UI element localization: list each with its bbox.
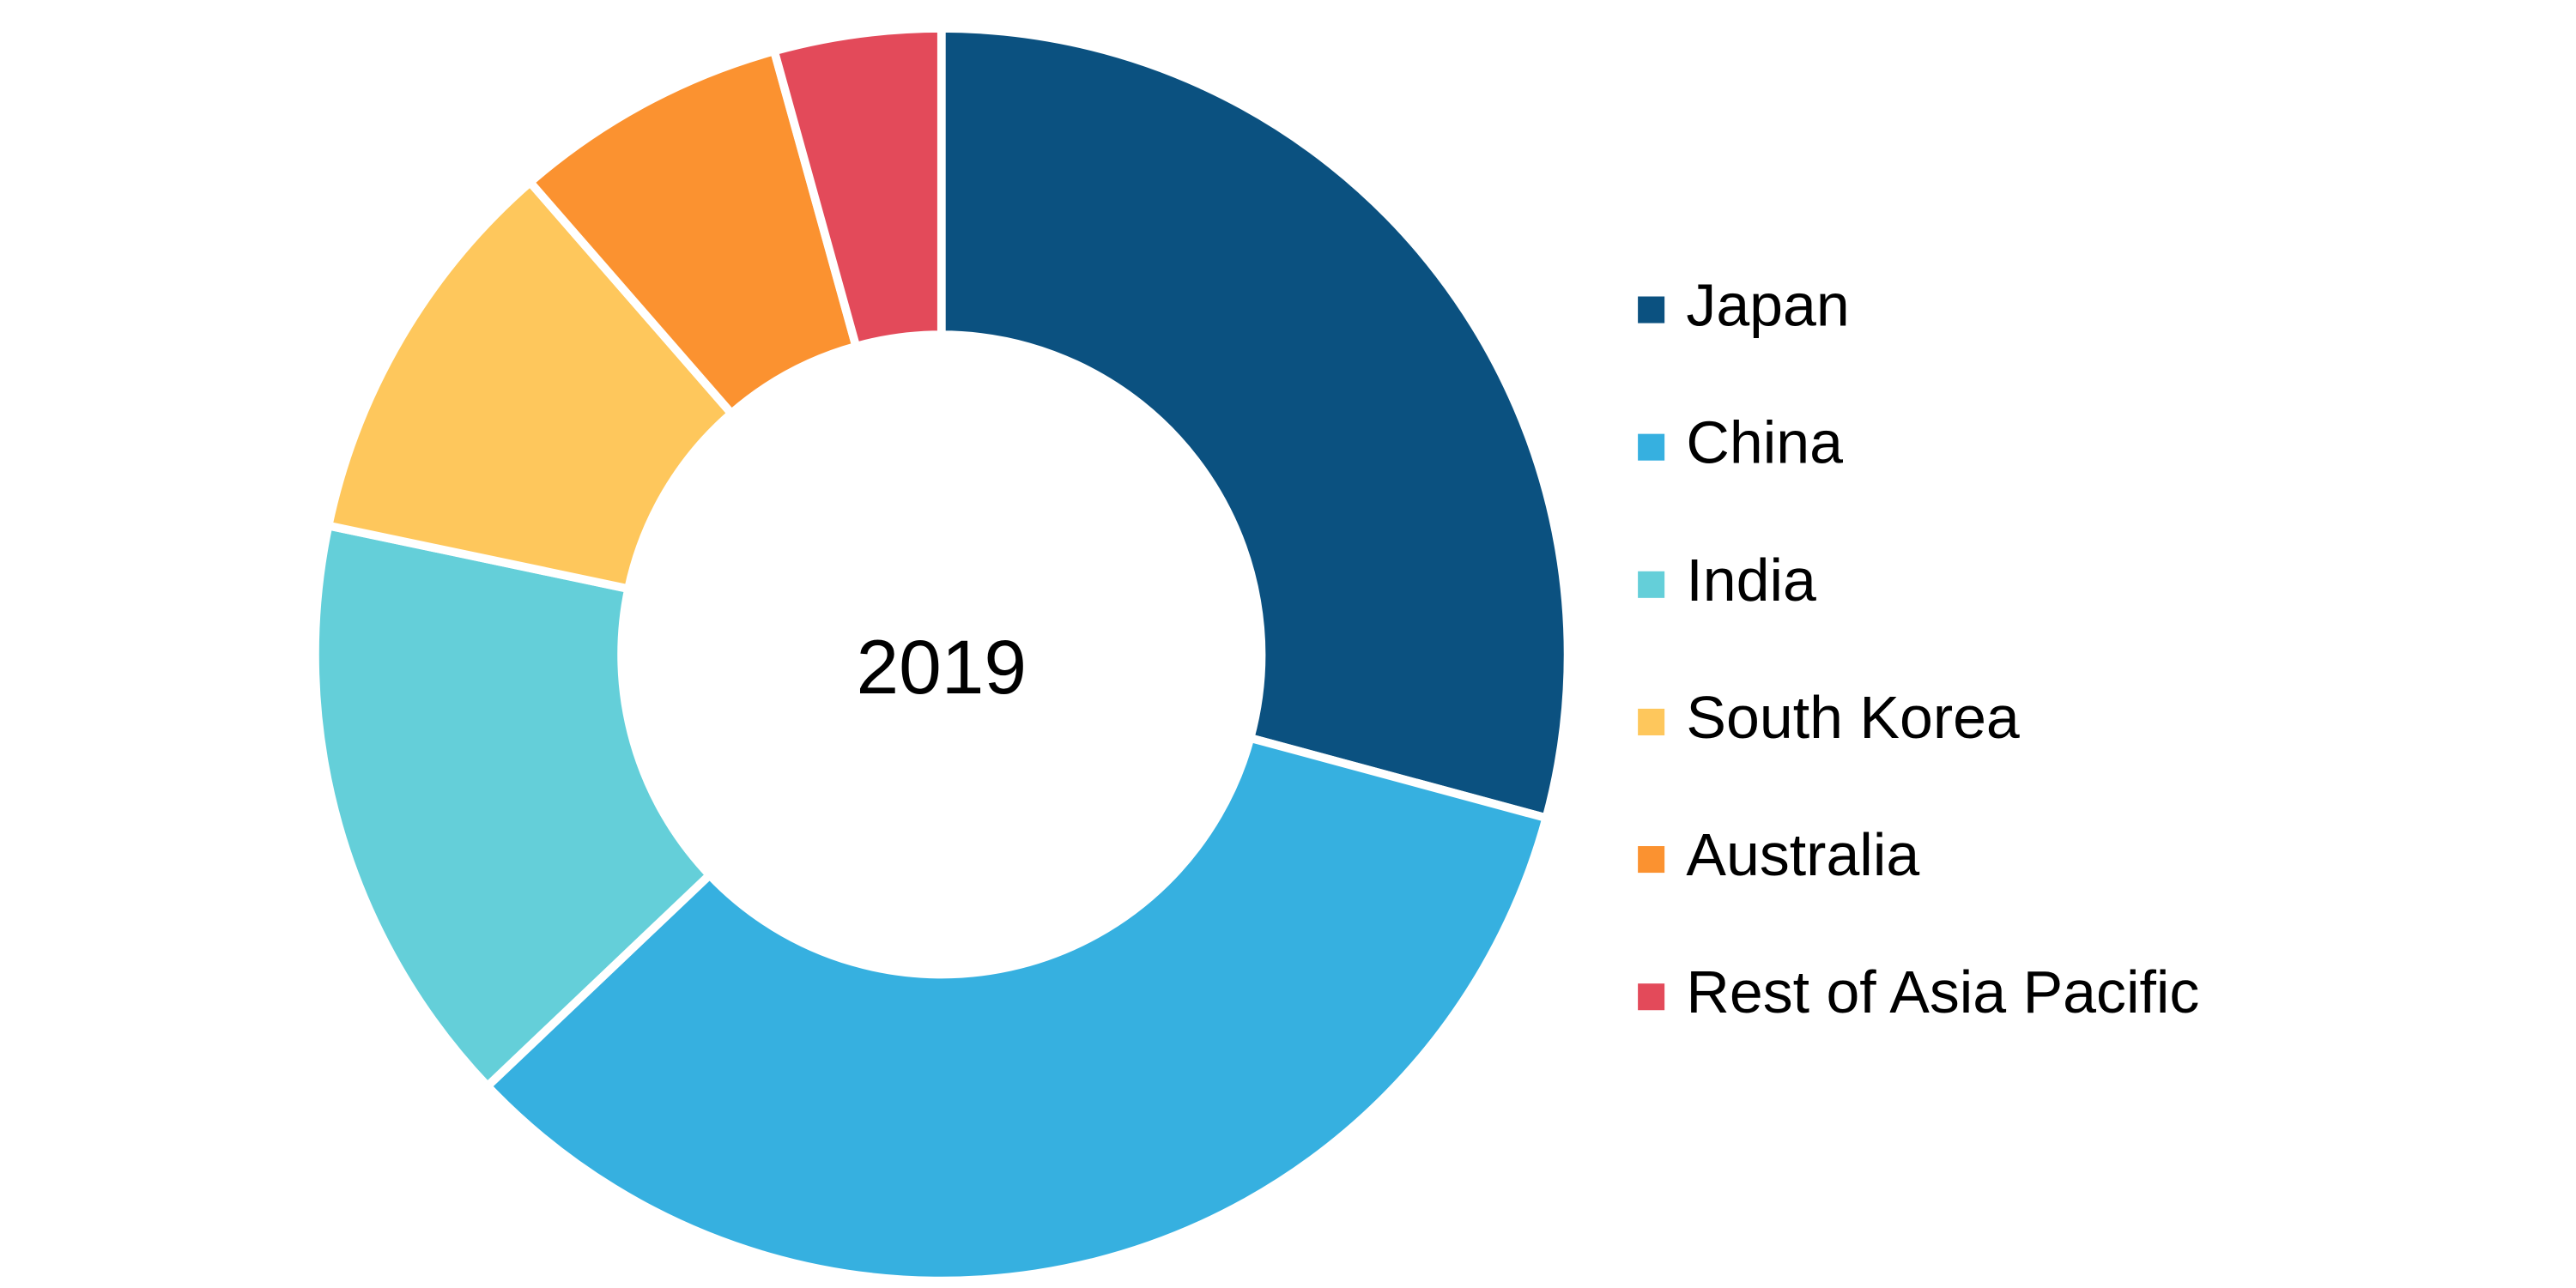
legend-swatch	[1638, 433, 1665, 461]
donut-slice	[311, 520, 716, 1092]
legend-label: Australia	[1686, 821, 1919, 888]
legend-label: Japan	[1686, 271, 1849, 338]
legend-label: China	[1686, 409, 1843, 476]
donut-slice	[323, 176, 737, 594]
donut-slice	[769, 24, 946, 352]
center-label: 2019	[856, 624, 1027, 710]
legend-label: Rest of Asia Pacific	[1686, 958, 2199, 1025]
legend-swatch	[1638, 708, 1665, 735]
legend-swatch	[1638, 983, 1665, 1011]
legend-swatch	[1638, 571, 1665, 598]
legend-label: India	[1686, 547, 1816, 614]
legend-swatch	[1638, 296, 1665, 324]
legend-swatch	[1638, 846, 1665, 874]
donut-slice	[482, 733, 1552, 1285]
donut-slice	[936, 24, 1573, 824]
legend-label: South Korea	[1686, 684, 2020, 751]
